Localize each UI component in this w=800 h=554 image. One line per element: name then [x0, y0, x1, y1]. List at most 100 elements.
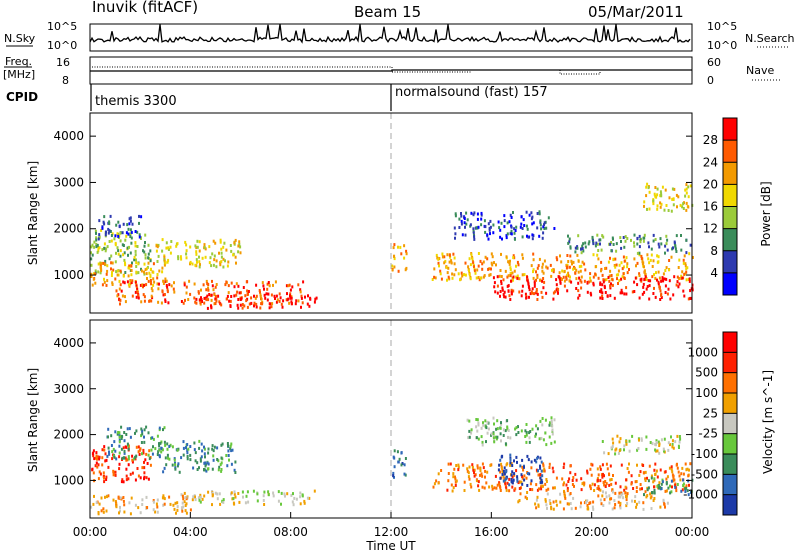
- data-cell: [656, 187, 659, 191]
- data-cell: [220, 303, 223, 307]
- data-cell: [455, 479, 458, 483]
- data-cell: [499, 294, 501, 298]
- data-cell: [207, 286, 209, 290]
- data-cell: [182, 446, 185, 450]
- data-cell: [196, 260, 198, 264]
- data-cell: [285, 284, 288, 288]
- data-cell: [118, 298, 121, 302]
- data-cell: [660, 194, 663, 198]
- data-cell: [610, 274, 613, 277]
- data-cell: [645, 447, 648, 451]
- data-cell: [90, 251, 92, 255]
- data-cell: [393, 265, 396, 269]
- data-cell: [606, 294, 609, 298]
- data-cell: [596, 242, 599, 246]
- data-cell: [681, 276, 684, 280]
- data-cell: [449, 462, 452, 466]
- data-cell: [129, 435, 132, 439]
- data-cell: [617, 451, 620, 455]
- data-cell: [667, 486, 670, 490]
- data-cell: [563, 462, 566, 466]
- data-cell: [115, 289, 118, 293]
- data-cell: [189, 292, 192, 296]
- data-cell: [535, 468, 538, 472]
- data-cell: [181, 501, 184, 505]
- data-cell: [486, 233, 489, 237]
- data-cell: [152, 499, 155, 502]
- data-cell: [537, 473, 540, 477]
- data-cell: [589, 501, 592, 505]
- data-cell: [214, 241, 217, 245]
- data-cell: [552, 500, 555, 504]
- data-cell: [498, 274, 501, 278]
- data-cell: [207, 447, 210, 451]
- data-cell: [258, 289, 261, 292]
- data-cell: [512, 289, 515, 293]
- data-cell: [118, 287, 121, 291]
- data-cell: [166, 285, 169, 289]
- data-cell: [105, 247, 108, 251]
- data-cell: [147, 256, 150, 260]
- data-cell: [237, 306, 240, 310]
- data-cell: [635, 505, 638, 509]
- data-cell: [212, 263, 215, 267]
- data-cell: [217, 294, 220, 298]
- data-cell: [101, 283, 104, 287]
- data-cell: [158, 269, 161, 273]
- data-cell: [116, 269, 119, 273]
- data-cell: [657, 282, 660, 286]
- data-cell: [484, 225, 487, 229]
- data-cell: [95, 501, 98, 505]
- data-cell: [583, 279, 586, 283]
- data-cell: [391, 264, 394, 268]
- data-cell: [194, 263, 197, 267]
- data-cell: [278, 299, 281, 303]
- data-cell: [165, 241, 168, 245]
- colorbar-frame: [722, 331, 738, 516]
- data-cell: [505, 255, 508, 259]
- data-cell: [658, 285, 661, 289]
- data-cell: [475, 425, 478, 429]
- data-cell: [233, 294, 236, 298]
- data-cell: [512, 478, 515, 482]
- data-cell: [507, 435, 509, 439]
- data-cell: [688, 468, 690, 472]
- data-cell: [129, 282, 132, 286]
- data-cell: [464, 273, 467, 277]
- data-cell: [517, 263, 520, 267]
- data-cell: [507, 274, 510, 278]
- data-cell: [526, 497, 528, 501]
- data-cell: [577, 259, 580, 263]
- data-cell: [103, 448, 106, 452]
- data-cell: [626, 467, 629, 470]
- data-cell: [162, 470, 165, 474]
- colorbar-swatch: [723, 494, 737, 516]
- data-cell: [135, 295, 138, 299]
- data-cell: [121, 294, 124, 298]
- data-cell: [605, 495, 608, 499]
- data-cell: [514, 229, 517, 232]
- data-cell: [506, 419, 509, 423]
- data-cell: [152, 270, 155, 274]
- data-cell: [150, 282, 153, 286]
- data-cell: [268, 284, 271, 288]
- data-cell: [578, 276, 581, 280]
- data-cell: [648, 245, 650, 249]
- x-tick-label: 00:00: [675, 525, 710, 539]
- data-cell: [505, 470, 508, 474]
- data-cell: [164, 456, 167, 460]
- data-cell: [616, 277, 618, 281]
- data-cell: [559, 280, 562, 284]
- data-cell: [137, 294, 140, 298]
- data-cell: [580, 251, 583, 255]
- data-cell: [113, 237, 116, 241]
- data-cell: [671, 473, 674, 477]
- data-cell: [260, 297, 263, 301]
- data-cell: [164, 443, 167, 447]
- data-cell: [220, 461, 223, 465]
- data-cell: [290, 302, 293, 306]
- data-cell: [143, 466, 146, 470]
- data-cell: [160, 446, 163, 450]
- data-cell: [551, 268, 553, 272]
